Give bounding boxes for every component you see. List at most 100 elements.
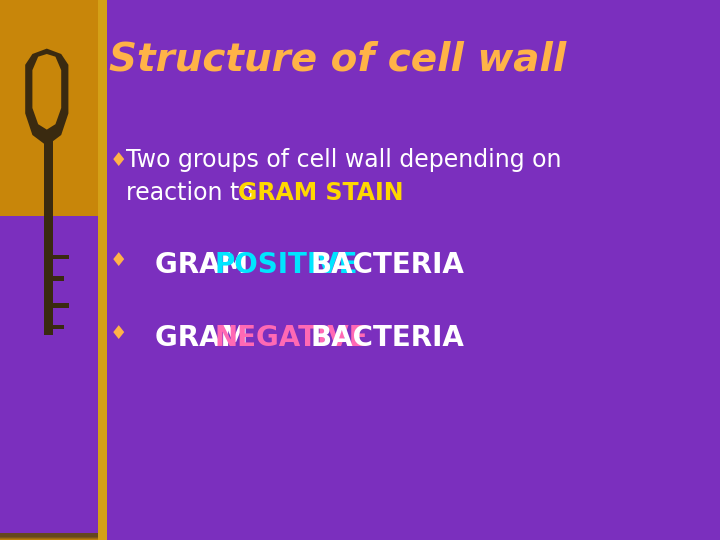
Bar bbox=[98, 0, 107, 540]
Bar bbox=[0, 533, 107, 537]
Text: NEGATIVE: NEGATIVE bbox=[215, 324, 368, 352]
Bar bbox=[53, 255, 69, 259]
Text: GRAM: GRAM bbox=[155, 324, 258, 352]
Bar bbox=[0, 535, 107, 539]
Bar bbox=[0, 533, 107, 537]
Text: reaction to: reaction to bbox=[126, 181, 261, 205]
Bar bbox=[0, 536, 107, 539]
Text: GRAM: GRAM bbox=[155, 251, 258, 279]
Bar bbox=[0, 535, 107, 538]
Bar bbox=[0, 535, 107, 538]
Bar bbox=[0, 535, 107, 539]
Bar bbox=[0, 534, 107, 538]
Bar bbox=[0, 535, 107, 539]
Bar bbox=[0, 536, 107, 540]
Bar bbox=[0, 535, 107, 539]
Text: ♦: ♦ bbox=[109, 151, 127, 170]
Bar bbox=[0, 534, 107, 537]
Bar bbox=[53, 303, 69, 308]
Bar bbox=[0, 536, 107, 539]
Bar bbox=[0, 536, 107, 539]
Bar bbox=[0, 536, 107, 539]
Bar bbox=[0, 534, 107, 537]
Bar bbox=[0, 535, 107, 539]
Bar bbox=[0, 535, 107, 538]
Polygon shape bbox=[32, 54, 61, 130]
Bar bbox=[0, 534, 107, 537]
Bar bbox=[0, 534, 107, 537]
Bar bbox=[0, 535, 107, 538]
Bar bbox=[0, 536, 107, 539]
Bar bbox=[0, 536, 107, 539]
Bar bbox=[0, 535, 107, 538]
Bar bbox=[0, 536, 107, 539]
Bar bbox=[0, 536, 107, 540]
Bar bbox=[0, 533, 107, 537]
Bar bbox=[0, 536, 107, 540]
Bar bbox=[0, 535, 107, 538]
Bar bbox=[0, 534, 107, 538]
Bar bbox=[0, 0, 107, 216]
Bar bbox=[0, 536, 107, 540]
Text: Structure of cell wall: Structure of cell wall bbox=[109, 40, 567, 78]
Bar bbox=[0, 535, 107, 538]
Text: Two groups of cell wall depending on: Two groups of cell wall depending on bbox=[126, 148, 562, 172]
Bar bbox=[0, 534, 107, 537]
Bar bbox=[0, 536, 107, 539]
Bar bbox=[0, 536, 107, 540]
Bar bbox=[0, 535, 107, 538]
Bar bbox=[0, 534, 107, 538]
Text: BACTERIA: BACTERIA bbox=[310, 324, 464, 352]
Bar bbox=[0, 536, 107, 539]
Bar bbox=[0, 536, 107, 539]
Bar bbox=[0, 534, 107, 537]
Bar bbox=[0, 534, 107, 537]
Bar bbox=[0, 534, 107, 538]
Bar bbox=[0, 534, 107, 538]
Bar bbox=[0, 533, 107, 537]
Bar bbox=[0, 534, 107, 538]
Bar bbox=[0, 534, 107, 538]
Bar bbox=[0, 535, 107, 539]
Bar bbox=[0, 535, 107, 538]
Bar bbox=[0, 536, 107, 540]
Bar bbox=[0, 533, 107, 537]
Bar bbox=[0, 535, 107, 539]
Bar bbox=[0, 535, 107, 539]
Bar bbox=[0, 535, 107, 538]
Bar bbox=[0, 535, 107, 538]
Bar bbox=[0, 535, 107, 538]
Bar bbox=[0, 534, 107, 538]
Text: POSITIVE: POSITIVE bbox=[215, 251, 358, 279]
Bar bbox=[0, 534, 107, 538]
Bar bbox=[0, 535, 107, 538]
Bar bbox=[0, 536, 107, 539]
Bar bbox=[0, 535, 107, 539]
Polygon shape bbox=[25, 49, 68, 146]
Bar bbox=[0, 533, 107, 537]
Bar bbox=[0, 534, 107, 538]
Bar bbox=[0, 536, 107, 539]
Bar bbox=[0, 535, 107, 539]
Bar bbox=[0, 536, 107, 539]
Bar bbox=[0, 536, 107, 539]
Bar bbox=[0, 535, 107, 538]
Bar bbox=[0, 534, 107, 538]
Bar bbox=[0, 535, 107, 538]
Bar bbox=[0, 535, 107, 539]
Bar bbox=[0, 534, 107, 538]
Bar bbox=[0, 534, 107, 538]
Bar bbox=[0, 536, 107, 540]
Bar bbox=[0, 533, 107, 537]
Bar bbox=[0, 534, 107, 537]
Bar bbox=[0, 534, 107, 537]
Bar bbox=[0, 534, 107, 537]
Bar bbox=[0, 534, 107, 537]
Bar bbox=[0, 535, 107, 538]
Bar bbox=[0, 534, 107, 538]
Bar bbox=[0, 536, 107, 540]
Text: BACTERIA: BACTERIA bbox=[310, 251, 464, 279]
Bar bbox=[0, 535, 107, 539]
Bar bbox=[0, 534, 107, 537]
Bar bbox=[0, 536, 107, 539]
